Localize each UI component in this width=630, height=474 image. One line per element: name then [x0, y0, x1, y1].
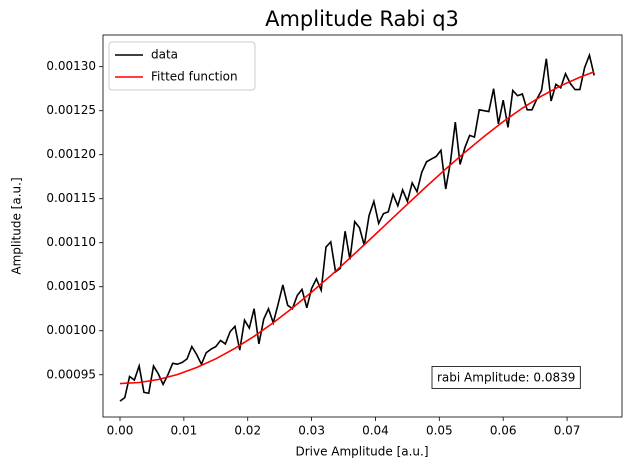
x-tick-label: 0.02 — [234, 424, 261, 438]
x-axis-label: Drive Amplitude [a.u.] — [295, 445, 428, 459]
x-tick-label: 0.04 — [362, 424, 389, 438]
legend-label: data — [151, 48, 178, 62]
x-tick-label: 0.05 — [426, 424, 453, 438]
x-tick-label: 0.01 — [170, 424, 197, 438]
series-line — [119, 52, 595, 402]
series-line — [119, 71, 595, 385]
x-tick-label: 0.00 — [107, 424, 134, 438]
legend-label: Fitted function — [151, 70, 238, 84]
y-tick-label: 0.00105 — [46, 279, 96, 293]
y-axis-label: Amplitude [a.u.] — [10, 177, 24, 274]
x-tick-label: 0.07 — [554, 424, 581, 438]
annotation-box — [431, 366, 581, 389]
x-tick-label: 0.03 — [298, 424, 325, 438]
y-tick-label: 0.00095 — [46, 367, 96, 381]
y-tick-label: 0.00115 — [46, 191, 96, 205]
y-tick-label: 0.00100 — [46, 323, 96, 337]
chart-title: Amplitude Rabi q3 — [265, 7, 459, 31]
y-tick-label: 0.00125 — [46, 103, 96, 117]
y-tick-label: 0.00110 — [46, 235, 96, 249]
legend-box — [108, 41, 256, 91]
x-tick-label: 0.06 — [490, 424, 517, 438]
plot-frame — [102, 34, 623, 418]
y-tick-label: 0.00130 — [46, 59, 96, 73]
y-tick-label: 0.00120 — [46, 147, 96, 161]
annotation: rabi Amplitude: 0.0839 — [437, 371, 575, 385]
